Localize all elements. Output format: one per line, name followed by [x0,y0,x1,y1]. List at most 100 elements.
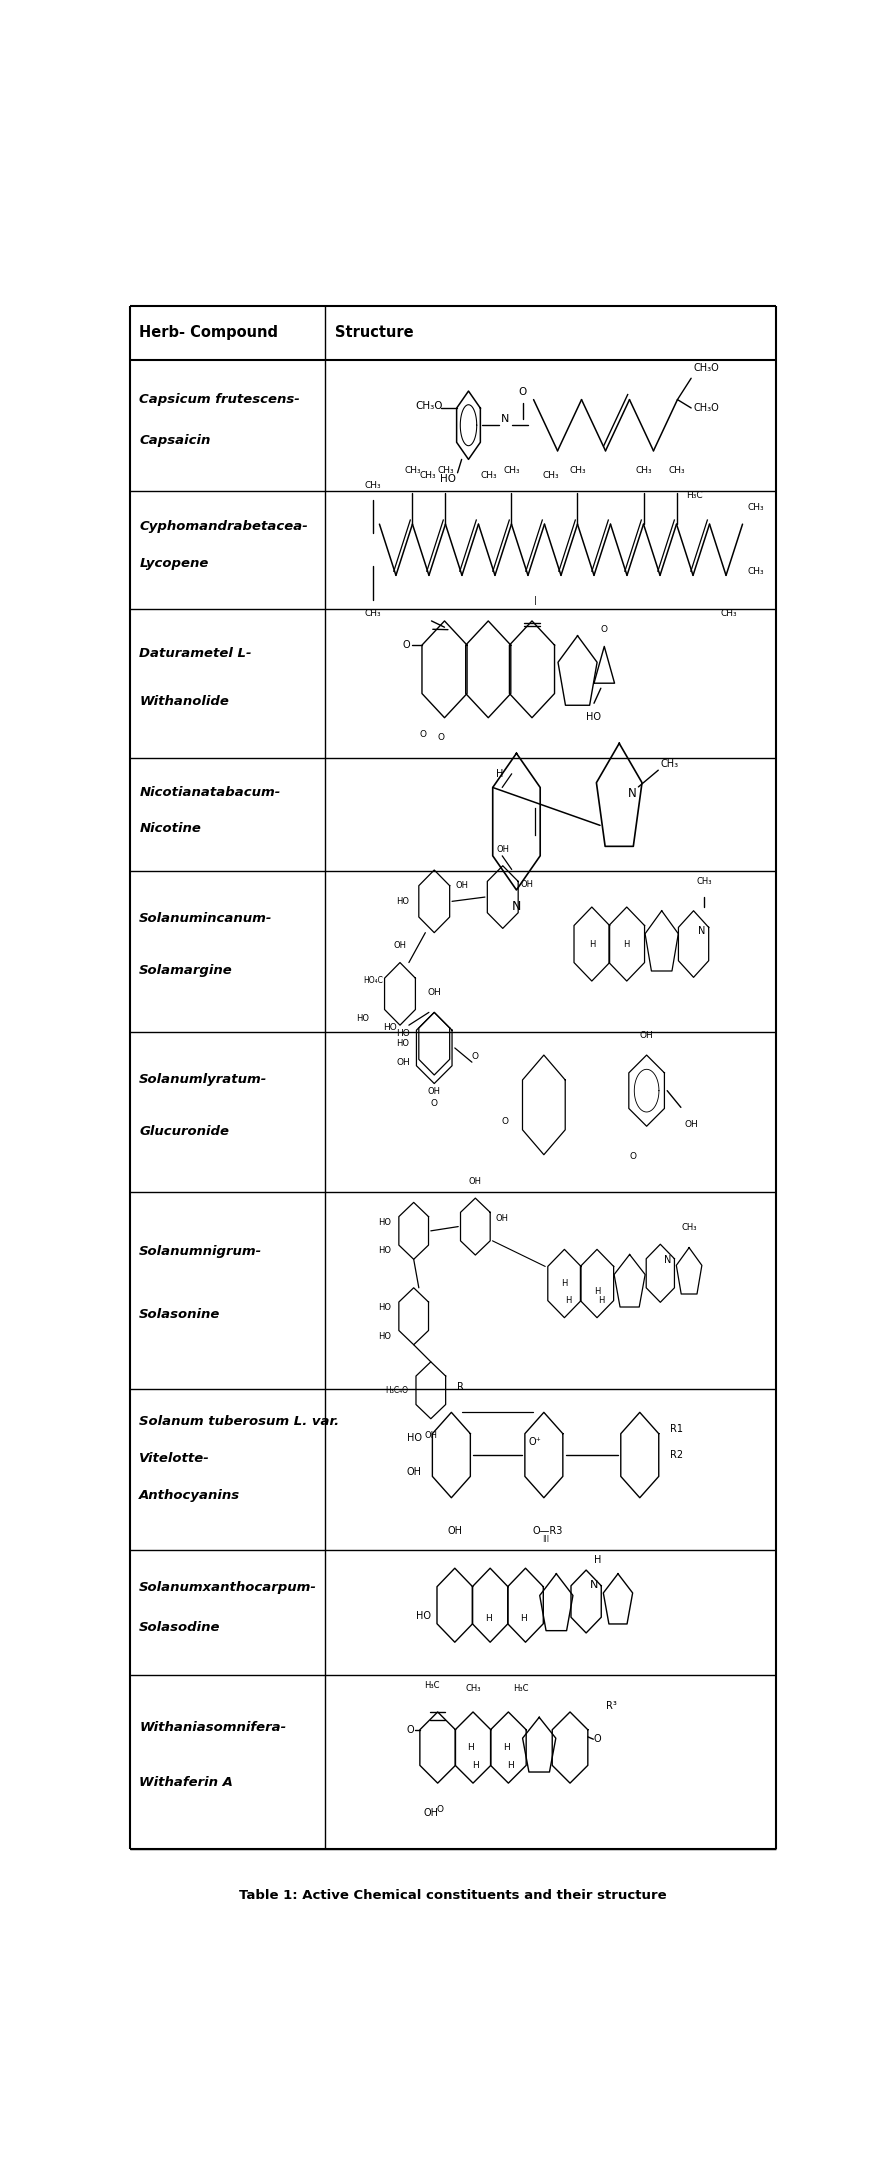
Text: HO: HO [416,1611,431,1622]
Text: CH₃: CH₃ [668,465,685,475]
Text: N: N [591,1580,598,1589]
Text: H: H [565,1296,571,1305]
Text: Solanumxanthocarpum-: Solanumxanthocarpum- [140,1580,317,1594]
Text: |||: ||| [543,1535,550,1541]
Text: CH₃O: CH₃O [693,363,719,373]
Text: O: O [629,1153,636,1161]
Text: OH: OH [496,1214,509,1222]
Text: N: N [512,901,522,914]
Text: H₃C: H₃C [423,1680,439,1689]
Text: N: N [664,1255,672,1266]
Text: HO: HO [377,1246,391,1255]
Text: O: O [472,1051,479,1062]
Text: O: O [402,640,410,649]
Text: OH: OH [521,879,534,890]
Text: O: O [436,1806,443,1815]
Text: Solanumincanum-: Solanumincanum- [140,912,272,925]
Text: O: O [419,729,426,738]
Text: Anthocyanins: Anthocyanins [140,1489,240,1502]
Text: Solamargine: Solamargine [140,964,233,977]
Text: HO: HO [396,1040,409,1049]
Text: R1: R1 [670,1424,683,1435]
Text: H: H [520,1613,527,1624]
Text: Structure: Structure [334,326,413,341]
Text: HO: HO [396,897,409,905]
Text: |: | [534,597,537,606]
Text: Daturametel L-: Daturametel L- [140,647,252,660]
Text: R³: R³ [606,1700,616,1711]
Text: CH₃: CH₃ [404,465,421,475]
Text: CH₃: CH₃ [748,502,765,512]
Text: H₃C: H₃C [513,1685,529,1693]
Text: O: O [601,625,608,634]
Text: H: H [507,1761,514,1769]
Text: Solanumnigrum-: Solanumnigrum- [140,1244,263,1257]
Text: OH: OH [447,1526,462,1537]
Text: HO₄C: HO₄C [363,977,383,986]
Text: OH: OH [427,988,441,996]
Text: OH: OH [455,881,469,890]
Text: H: H [598,1296,604,1305]
Text: CH₃: CH₃ [481,471,498,480]
Text: HO: HO [377,1303,391,1313]
Text: N: N [501,412,510,423]
Text: N: N [698,925,705,936]
Text: CH₃: CH₃ [419,471,436,480]
Text: Cyphomandrabetacea-: Cyphomandrabetacea- [140,519,308,532]
Text: Nicotine: Nicotine [140,821,202,834]
Text: CH₃: CH₃ [660,758,678,769]
Text: Solasodine: Solasodine [140,1622,221,1635]
Text: CH₃: CH₃ [364,610,381,619]
Text: H: H [496,769,503,779]
Text: Capsicum frutescens-: Capsicum frutescens- [140,393,300,406]
Text: OH: OH [393,942,407,951]
Text: O: O [407,1724,414,1735]
Text: H: H [594,1554,601,1565]
Text: OH: OH [423,1808,438,1819]
Text: CH₃: CH₃ [682,1222,697,1233]
Text: OH: OH [640,1031,653,1040]
Text: OH: OH [428,1088,441,1096]
Text: Capsaicin: Capsaicin [140,434,210,447]
Text: Lycopene: Lycopene [140,558,209,571]
Text: OH: OH [424,1431,438,1439]
Text: N: N [628,786,636,799]
Text: Withaniasomnifera-: Withaniasomnifera- [140,1722,286,1735]
Text: CH₃: CH₃ [543,471,559,480]
Text: H: H [503,1743,510,1752]
Text: Nicotianatabacum-: Nicotianatabacum- [140,786,280,799]
Text: HO: HO [440,475,456,484]
Text: OH: OH [684,1120,698,1129]
Text: Solanumlyratum-: Solanumlyratum- [140,1072,268,1086]
Text: H: H [484,1613,492,1624]
Text: Withaferin A: Withaferin A [140,1776,233,1789]
Text: CH₃: CH₃ [569,465,586,475]
Text: HO: HO [377,1218,391,1227]
Text: HO: HO [586,712,601,721]
Text: H: H [623,940,630,949]
Text: O: O [431,1099,438,1107]
Text: H: H [589,940,595,949]
Text: OH: OH [407,1468,422,1476]
Text: CH₃: CH₃ [364,482,381,491]
Text: Table 1: Active Chemical constituents and their structure: Table 1: Active Chemical constituents an… [240,1889,667,1902]
Text: O—R3: O—R3 [532,1526,562,1537]
Text: HO: HO [356,1014,370,1023]
Text: CH₃: CH₃ [748,567,765,575]
Text: CH₃: CH₃ [720,610,737,619]
Text: OH: OH [469,1177,482,1185]
Text: H₃C₄O: H₃C₄O [385,1385,408,1394]
Text: OH: OH [397,1057,410,1066]
Text: OH: OH [496,845,509,853]
Text: Vitelotte-: Vitelotte- [140,1452,210,1465]
Text: Herb- Compound: Herb- Compound [140,326,278,341]
Text: HO: HO [383,1023,397,1033]
Text: O: O [594,1735,601,1743]
Text: Solanum tuberosum L. var.: Solanum tuberosum L. var. [140,1415,339,1429]
Text: Glucuronide: Glucuronide [140,1125,229,1138]
Text: CH₃: CH₃ [465,1685,481,1693]
Text: CH₃: CH₃ [696,877,712,886]
Text: R: R [457,1383,463,1392]
Text: H: H [561,1279,568,1287]
Text: H₃C: H₃C [686,491,703,499]
